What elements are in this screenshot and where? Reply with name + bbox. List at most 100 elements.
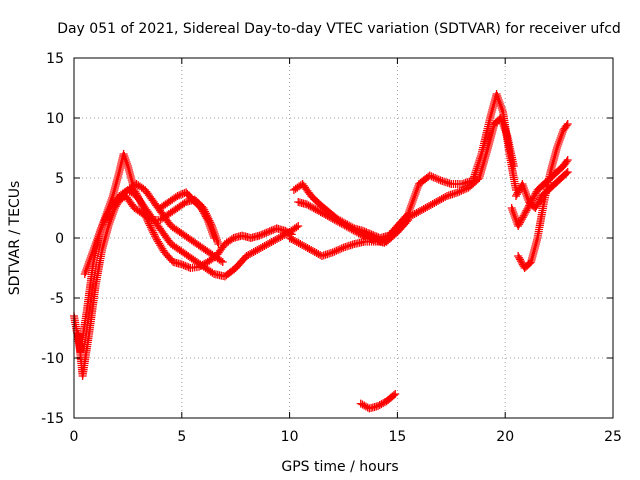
data-point — [515, 255, 524, 264]
data-point — [328, 214, 337, 223]
data-point — [536, 195, 545, 204]
data-point — [457, 186, 466, 195]
data-point — [101, 214, 110, 223]
data-point — [258, 243, 267, 251]
data-point — [302, 200, 311, 209]
data-point — [513, 188, 522, 197]
data-point — [522, 190, 531, 198]
data-point — [202, 214, 211, 223]
data-point — [256, 244, 265, 252]
data-point — [308, 203, 317, 212]
data-point — [100, 216, 109, 225]
data-point — [218, 258, 227, 266]
y-tick-label: -15 — [41, 411, 64, 427]
data-point — [502, 130, 511, 138]
data-point — [104, 207, 113, 216]
data-point — [332, 246, 341, 255]
data-point — [98, 222, 107, 230]
data-point — [198, 205, 207, 214]
data-point — [207, 228, 216, 236]
data-point — [417, 206, 426, 214]
data-point — [120, 152, 129, 160]
data-point — [508, 206, 517, 214]
data-point — [423, 203, 432, 211]
data-point — [521, 208, 530, 217]
data-point — [511, 192, 520, 200]
data-point — [330, 215, 339, 224]
data-point — [441, 193, 450, 201]
data-point — [494, 96, 503, 104]
data-point — [531, 204, 540, 212]
data-point — [326, 213, 335, 222]
data-point — [310, 248, 319, 256]
data-point — [246, 250, 255, 258]
data-point — [531, 189, 540, 198]
data-point — [516, 257, 525, 266]
data-point — [496, 114, 505, 122]
data-point — [534, 198, 543, 207]
y-tick-label: -5 — [50, 291, 64, 307]
data-point — [328, 248, 337, 257]
data-point — [337, 244, 346, 253]
data-point — [87, 250, 96, 258]
data-point — [258, 230, 267, 239]
data-point — [249, 248, 258, 256]
series-track-e — [156, 188, 219, 242]
data-point — [345, 224, 354, 233]
data-point — [496, 100, 505, 108]
data-point — [210, 234, 219, 242]
data-point — [419, 205, 428, 213]
data-point — [563, 168, 572, 176]
data-point — [432, 174, 441, 183]
data-marks — [70, 90, 572, 413]
x-axis-label: GPS time / hours — [281, 459, 398, 475]
data-point — [85, 258, 94, 266]
data-point — [533, 200, 542, 209]
data-point — [410, 192, 419, 200]
data-point — [86, 254, 95, 262]
data-point — [177, 260, 186, 269]
data-point — [122, 158, 131, 166]
data-point — [200, 210, 209, 219]
data-point — [276, 233, 285, 241]
data-point — [244, 251, 253, 259]
data-point — [90, 242, 99, 250]
data-point — [492, 90, 501, 98]
data-point — [269, 225, 278, 234]
data-point — [227, 235, 236, 244]
data-point — [265, 239, 274, 247]
data-point — [562, 157, 571, 166]
data-point — [425, 202, 434, 210]
data-point — [518, 180, 527, 188]
data-point — [408, 198, 417, 206]
data-point — [517, 258, 526, 267]
data-point — [497, 116, 506, 124]
data-point — [292, 238, 301, 246]
data-point — [412, 209, 421, 217]
data-point — [282, 230, 291, 238]
data-point — [555, 136, 564, 144]
data-point — [407, 202, 416, 210]
data-point — [360, 401, 369, 410]
data-point — [217, 256, 226, 265]
data-point — [499, 120, 508, 128]
x-tick-label: 10 — [281, 429, 299, 445]
data-point — [421, 204, 430, 212]
data-point — [205, 220, 214, 228]
data-point — [330, 247, 339, 256]
data-point — [515, 220, 524, 229]
data-point — [409, 196, 418, 204]
data-point — [257, 230, 266, 239]
data-point — [209, 232, 218, 240]
data-point — [558, 128, 567, 136]
data-point — [93, 234, 102, 242]
data-point — [273, 235, 282, 243]
data-point — [499, 122, 508, 130]
data-point — [365, 229, 374, 238]
data-point — [318, 209, 327, 218]
data-point — [82, 266, 91, 274]
data-point — [314, 250, 323, 258]
data-point — [522, 192, 531, 200]
data-point — [264, 240, 273, 248]
data-point — [557, 130, 566, 138]
